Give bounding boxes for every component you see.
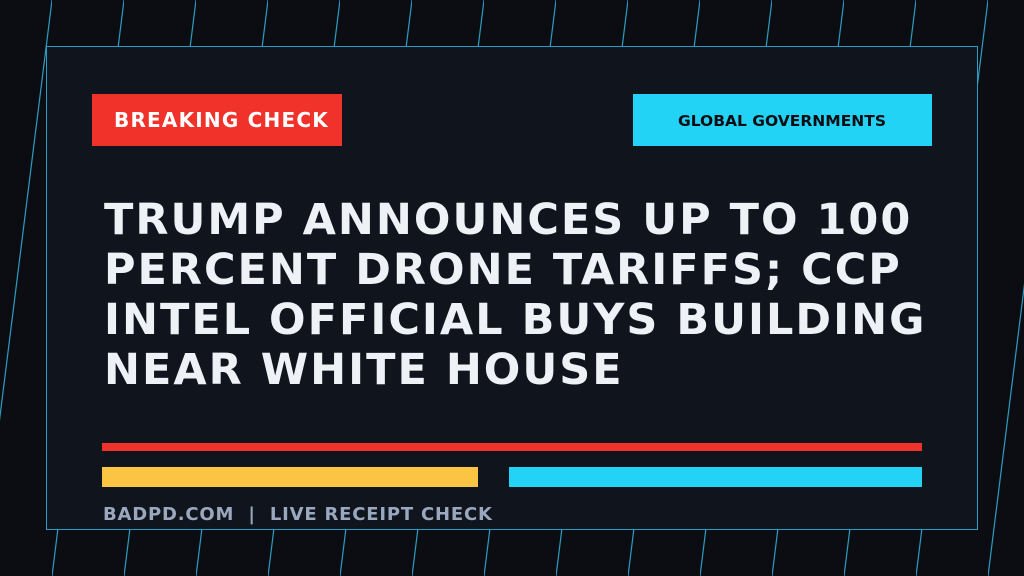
accent-bar [102,467,478,487]
accent-bar [102,443,922,451]
badge-box [92,94,342,146]
footer: BADPD.COM | LIVE RECEIPT CHECK [103,504,493,525]
headline-line: NEAR WHITE HOUSE [104,345,624,395]
headline-line: INTEL OFFICIAL BUYS BUILDING [104,295,926,345]
category: GLOBAL GOVERNMENTS [678,112,886,130]
accent-bar [509,467,922,487]
category-box [633,94,932,146]
headline-line: PERCENT DRONE TARIFFS; CCP [104,245,902,295]
badge: BREAKING CHECK [114,108,329,132]
headline-line: TRUMP ANNOUNCES UP TO 100 [104,195,912,245]
